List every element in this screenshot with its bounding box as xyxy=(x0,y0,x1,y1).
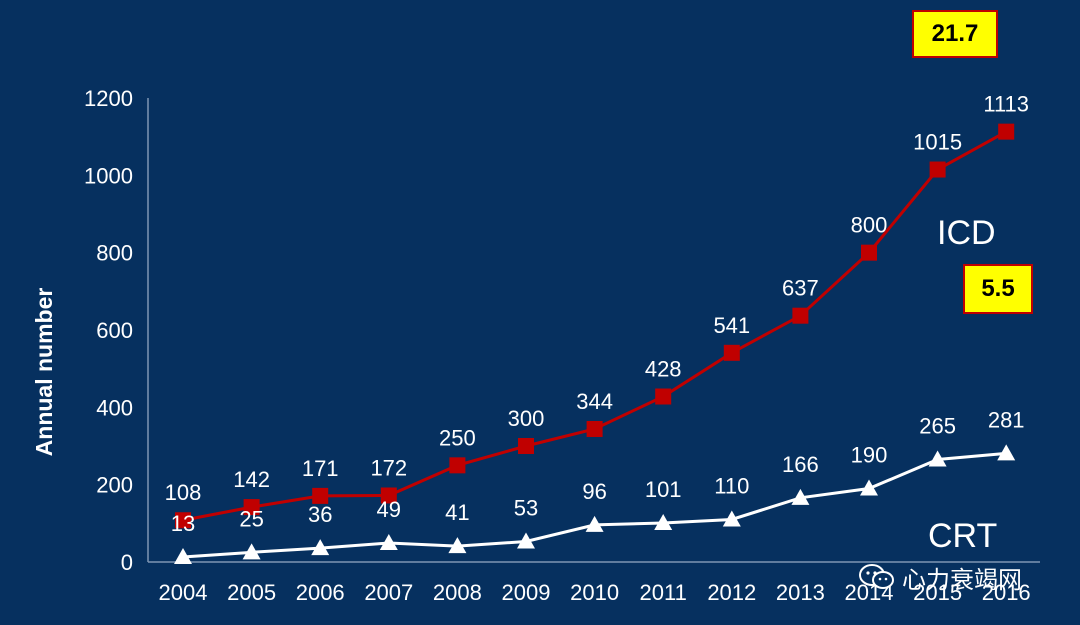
data-label-crt: 13 xyxy=(171,511,195,536)
x-tick-label: 2005 xyxy=(227,580,276,605)
data-label-icd: 1113 xyxy=(983,92,1029,117)
x-tick-label: 2009 xyxy=(502,580,551,605)
marker-icd xyxy=(449,457,466,474)
x-tick-label: 2007 xyxy=(364,580,413,605)
data-label-crt: 41 xyxy=(445,500,469,525)
series-name-icd: ICD xyxy=(937,214,996,252)
marker-icd xyxy=(175,512,191,529)
x-tick-label: 2011 xyxy=(640,580,687,605)
data-label-crt: 190 xyxy=(851,443,888,468)
y-tick-label: 1000 xyxy=(84,163,133,188)
marker-icd xyxy=(312,487,329,504)
marker-crt xyxy=(517,532,535,549)
marker-crt xyxy=(791,488,810,505)
marker-icd xyxy=(723,344,740,361)
y-tick-label: 600 xyxy=(96,318,133,343)
x-tick-label: 2004 xyxy=(159,580,208,605)
marker-crt xyxy=(379,534,398,551)
data-label-icd: 142 xyxy=(233,467,270,492)
series-name-crt: CRT xyxy=(928,517,997,555)
marker-crt xyxy=(311,539,330,556)
data-label-icd: 428 xyxy=(645,357,682,382)
marker-crt xyxy=(585,515,604,532)
data-label-icd: 171 xyxy=(302,456,339,481)
y-tick-label: 1200 xyxy=(84,86,133,111)
marker-crt xyxy=(722,510,741,527)
marker-crt xyxy=(860,479,878,496)
data-label-crt: 49 xyxy=(377,497,401,522)
data-label-icd: 1015 xyxy=(913,130,962,155)
data-label-crt: 96 xyxy=(582,479,606,504)
x-tick-label: 2016 xyxy=(982,580,1031,605)
marker-icd xyxy=(861,244,877,261)
data-label-crt: 166 xyxy=(782,452,819,477)
data-label-crt: 53 xyxy=(514,496,538,521)
annotation-badge-21-7: 21.7 xyxy=(912,10,998,58)
x-tick-label: 2008 xyxy=(433,580,482,605)
x-tick-label: 2010 xyxy=(570,580,619,605)
marker-icd xyxy=(929,161,946,178)
marker-crt xyxy=(997,444,1016,461)
y-tick-label: 800 xyxy=(96,241,133,266)
data-label-crt: 265 xyxy=(919,414,956,439)
marker-crt xyxy=(174,547,192,564)
data-label-icd: 250 xyxy=(439,425,476,450)
data-label-icd: 300 xyxy=(508,406,545,431)
x-tick-label: 2012 xyxy=(707,580,756,605)
data-label-icd: 637 xyxy=(782,276,819,301)
marker-icd xyxy=(243,499,260,516)
data-label-crt: 281 xyxy=(988,407,1025,432)
marker-icd xyxy=(792,307,809,324)
data-label-crt: 36 xyxy=(308,502,332,527)
watermark: 心力衰竭网 xyxy=(858,560,1022,594)
x-tick-label: 2006 xyxy=(296,580,345,605)
data-label-crt: 25 xyxy=(239,506,263,531)
marker-crt xyxy=(448,537,467,554)
data-label-icd: 172 xyxy=(370,455,407,480)
marker-crt xyxy=(928,450,947,467)
wechat-icon xyxy=(859,564,894,589)
data-label-crt: 101 xyxy=(645,477,682,502)
marker-icd xyxy=(586,420,603,437)
x-tick-label: 2015 xyxy=(913,580,962,605)
marker-crt xyxy=(242,543,261,560)
y-tick-label: 200 xyxy=(96,473,133,498)
data-label-icd: 800 xyxy=(851,213,888,238)
data-label-crt: 110 xyxy=(714,473,749,498)
data-label-icd: 541 xyxy=(713,313,750,338)
marker-icd xyxy=(380,487,397,504)
annotation-badge-5-5: 5.5 xyxy=(963,264,1033,314)
y-tick-label: 400 xyxy=(96,395,133,420)
data-label-icd: 108 xyxy=(165,480,202,505)
y-axis-label: Annual number xyxy=(31,288,57,457)
marker-icd xyxy=(998,123,1015,140)
marker-icd xyxy=(518,438,534,454)
marker-icd xyxy=(655,388,672,405)
x-tick-label: 2013 xyxy=(776,580,825,605)
data-label-icd: 344 xyxy=(576,389,613,414)
marker-crt xyxy=(654,513,673,530)
y-tick-label: 0 xyxy=(121,550,133,575)
watermark-text: 心力衰竭网 xyxy=(902,565,1022,594)
